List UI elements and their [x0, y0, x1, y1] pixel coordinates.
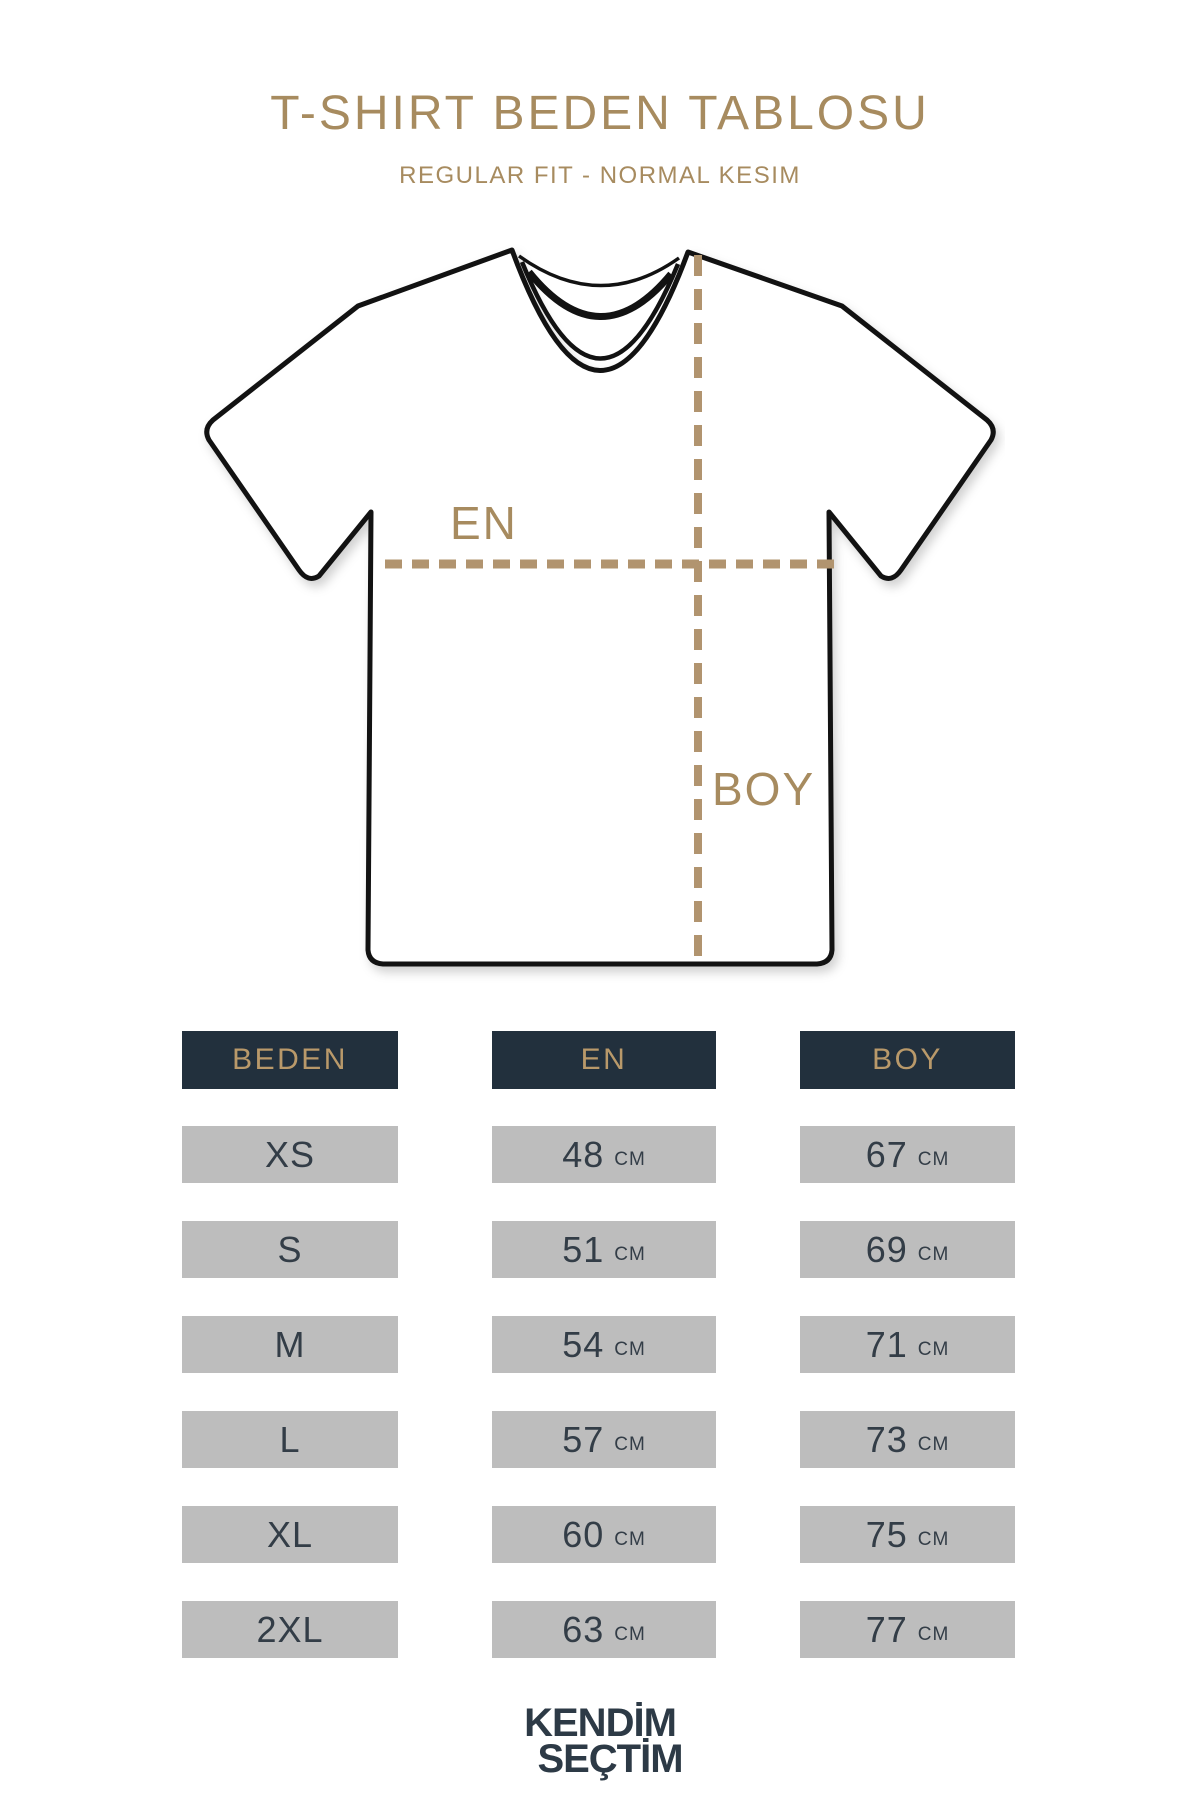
column-header-en: EN: [492, 1031, 716, 1089]
tshirt-outline-icon: [204, 247, 996, 967]
unit-text: CM: [614, 1148, 646, 1170]
value-text: 67: [865, 1133, 908, 1175]
size-cell: XS: [182, 1126, 398, 1183]
size-text: M: [274, 1323, 306, 1365]
tshirt-measurement-diagram: [195, 222, 1005, 997]
unit-text: CM: [917, 1338, 950, 1360]
unit-text: CM: [917, 1433, 950, 1455]
unit-text: CM: [917, 1148, 950, 1170]
size-text: L: [279, 1418, 301, 1460]
unit-text: CM: [917, 1243, 950, 1265]
column-header-boy: BOY: [800, 1031, 1015, 1089]
size-text: 2XL: [256, 1608, 324, 1650]
page-title: T-SHIRT BEDEN TABLOSU: [270, 87, 930, 140]
value-text: 73: [865, 1418, 908, 1460]
table-row: L 57 CM 73 CM: [0, 1411, 1200, 1468]
width-label: EN: [450, 497, 518, 549]
unit-text: CM: [614, 1528, 646, 1550]
boy-cell: 71 CM: [800, 1316, 1015, 1373]
length-label: BOY: [712, 763, 816, 815]
table-row: XL 60 CM 75 CM: [0, 1506, 1200, 1563]
en-cell: 63 CM: [492, 1601, 716, 1658]
value-text: 54: [562, 1323, 605, 1365]
boy-cell: 69 CM: [800, 1221, 1015, 1278]
unit-text: CM: [614, 1243, 646, 1265]
brand-logo: KENDİM SEÇTİM: [0, 1701, 1200, 1781]
unit-text: CM: [614, 1623, 646, 1645]
boy-cell: 77 CM: [800, 1601, 1015, 1658]
brand-logo-line1: KENDİM: [524, 1701, 677, 1745]
value-text: 77: [865, 1608, 908, 1650]
column-header-beden: BEDEN: [182, 1031, 398, 1089]
table-row: 2XL 63 CM 77 CM: [0, 1601, 1200, 1658]
table-row: M 54 CM 71 CM: [0, 1316, 1200, 1373]
boy-cell: 75 CM: [800, 1506, 1015, 1563]
boy-cell: 67 CM: [800, 1126, 1015, 1183]
boy-cell: 73 CM: [800, 1411, 1015, 1468]
en-cell: 60 CM: [492, 1506, 716, 1563]
size-cell: L: [182, 1411, 398, 1468]
size-text: XS: [264, 1133, 316, 1175]
value-text: 75: [865, 1513, 908, 1555]
table-header-row: BEDEN EN BOY: [0, 1031, 1200, 1089]
unit-text: CM: [614, 1433, 646, 1455]
unit-text: CM: [917, 1528, 950, 1550]
size-cell: XL: [182, 1506, 398, 1563]
page-subtitle: REGULAR FIT - NORMAL KESIM: [399, 162, 801, 189]
unit-text: CM: [917, 1623, 950, 1645]
tshirt-body-shape: [204, 247, 996, 967]
table-row: XS 48 CM 67 CM: [0, 1126, 1200, 1183]
value-text: 69: [865, 1228, 908, 1270]
value-text: 63: [562, 1608, 605, 1650]
size-cell: 2XL: [182, 1601, 398, 1658]
size-text: S: [277, 1228, 303, 1270]
size-cell: S: [182, 1221, 398, 1278]
en-cell: 51 CM: [492, 1221, 716, 1278]
size-text: XL: [266, 1513, 314, 1555]
value-text: 71: [865, 1323, 908, 1365]
en-cell: 54 CM: [492, 1316, 716, 1373]
value-text: 48: [562, 1133, 605, 1175]
collar-back-top-line: [517, 254, 681, 288]
size-cell: M: [182, 1316, 398, 1373]
en-cell: 48 CM: [492, 1126, 716, 1183]
en-cell: 57 CM: [492, 1411, 716, 1468]
table-row: S 51 CM 69 CM: [0, 1221, 1200, 1278]
unit-text: CM: [614, 1338, 646, 1360]
collar-front-inner-line: [519, 261, 681, 361]
value-text: 60: [562, 1513, 605, 1555]
collar-back-bottom-line: [526, 269, 674, 320]
brand-logo-line2: SEÇTİM: [537, 1737, 683, 1781]
value-text: 51: [562, 1228, 605, 1270]
value-text: 57: [562, 1418, 605, 1460]
